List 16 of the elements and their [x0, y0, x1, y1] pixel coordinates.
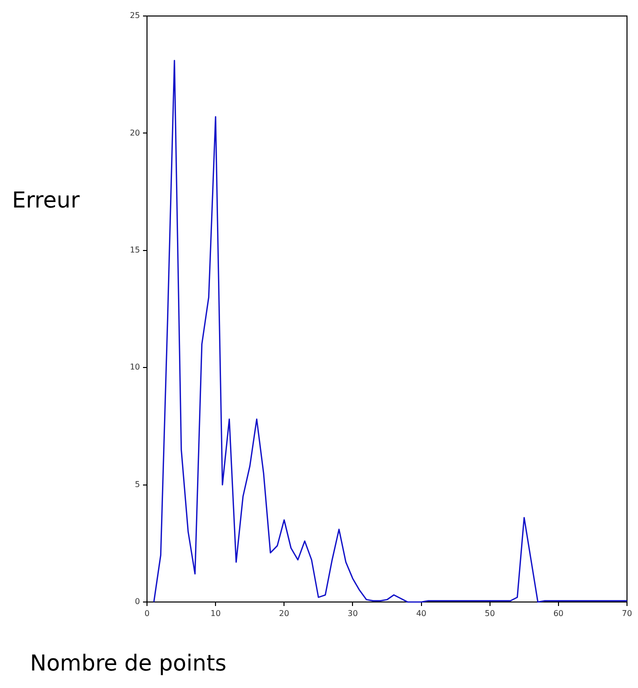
y-axis-title: Erreur — [12, 188, 81, 214]
y-tick-label: 5 — [134, 480, 140, 489]
x-tick-label: 20 — [279, 608, 290, 618]
x-tick-label: 70 — [622, 608, 632, 618]
x-tick-label: 60 — [553, 608, 564, 618]
x-tick-label: 50 — [484, 608, 495, 618]
x-tick-label: 40 — [416, 608, 426, 618]
x-tick-label: 10 — [210, 608, 221, 618]
y-tick-label: 15 — [130, 245, 140, 254]
y-tick-label: 25 — [130, 11, 140, 20]
x-axis-title: Nombre de points — [30, 652, 226, 677]
y-tick-label: 10 — [130, 362, 140, 372]
x-tick-label: 30 — [348, 608, 358, 618]
y-tick-label: 20 — [130, 128, 140, 138]
y-tick-label: 0 — [134, 597, 140, 606]
x-tick-label: 0 — [144, 608, 150, 618]
